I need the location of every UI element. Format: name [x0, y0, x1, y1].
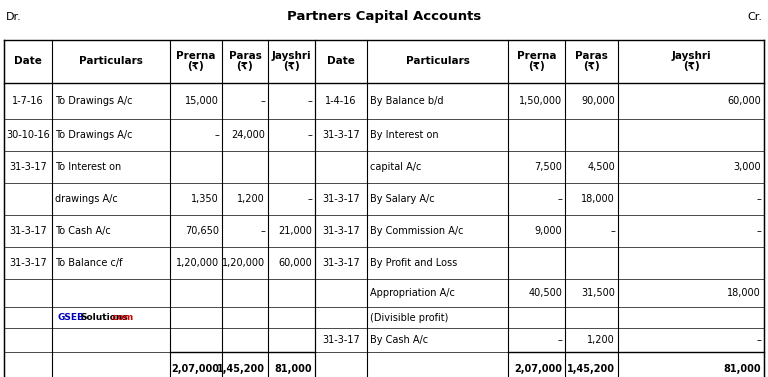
- Text: (₹): (₹): [187, 61, 204, 71]
- Text: To Drawings A/c: To Drawings A/c: [55, 96, 133, 106]
- Text: 7,500: 7,500: [534, 162, 562, 172]
- Text: 31-3-17: 31-3-17: [9, 258, 47, 268]
- Text: (₹): (₹): [283, 61, 300, 71]
- Text: –: –: [756, 335, 761, 345]
- Text: (₹): (₹): [237, 61, 253, 71]
- Text: To Cash A/c: To Cash A/c: [55, 226, 111, 236]
- Text: 31-3-17: 31-3-17: [322, 130, 360, 140]
- Text: Dr.: Dr.: [6, 12, 22, 22]
- Text: By Interest on: By Interest on: [370, 130, 439, 140]
- Text: By Cash A/c: By Cash A/c: [370, 335, 428, 345]
- Text: –: –: [307, 96, 312, 106]
- Text: Solutions: Solutions: [80, 313, 127, 322]
- Text: 2,07,000: 2,07,000: [514, 363, 562, 374]
- Text: 3,000: 3,000: [733, 162, 761, 172]
- Text: 1-7-16: 1-7-16: [12, 96, 44, 106]
- Text: –: –: [307, 194, 312, 204]
- Text: Appropriation A/c: Appropriation A/c: [370, 288, 455, 298]
- Text: (Divisible profit): (Divisible profit): [370, 313, 449, 323]
- Text: 18,000: 18,000: [727, 288, 761, 298]
- Text: 1,20,000: 1,20,000: [176, 258, 219, 268]
- Text: 70,650: 70,650: [185, 226, 219, 236]
- Text: 15,000: 15,000: [185, 96, 219, 106]
- Text: 24,000: 24,000: [231, 130, 265, 140]
- Text: By Profit and Loss: By Profit and Loss: [370, 258, 457, 268]
- Text: 1,45,200: 1,45,200: [567, 363, 615, 374]
- Text: –: –: [260, 96, 265, 106]
- Text: .com: .com: [109, 313, 134, 322]
- Text: By Salary A/c: By Salary A/c: [370, 194, 435, 204]
- Text: 4,500: 4,500: [588, 162, 615, 172]
- Text: (₹): (₹): [683, 61, 700, 71]
- Text: 1,50,000: 1,50,000: [519, 96, 562, 106]
- Text: Jayshri: Jayshri: [671, 51, 711, 61]
- Text: drawings A/c: drawings A/c: [55, 194, 118, 204]
- Text: 31-3-17: 31-3-17: [322, 258, 360, 268]
- Text: 31-3-17: 31-3-17: [9, 226, 47, 236]
- Text: –: –: [307, 130, 312, 140]
- Text: –: –: [557, 335, 562, 345]
- Text: (₹): (₹): [528, 61, 545, 71]
- Text: –: –: [756, 226, 761, 236]
- Text: 90,000: 90,000: [581, 96, 615, 106]
- Text: 31-3-17: 31-3-17: [322, 194, 360, 204]
- Text: 30-10-16: 30-10-16: [6, 130, 50, 140]
- Text: 31,500: 31,500: [581, 288, 615, 298]
- Text: 1,20,000: 1,20,000: [222, 258, 265, 268]
- Text: Date: Date: [14, 56, 42, 66]
- Text: Paras: Paras: [575, 51, 608, 61]
- Text: 60,000: 60,000: [278, 258, 312, 268]
- Text: Prerna: Prerna: [517, 51, 556, 61]
- Text: GSEB: GSEB: [58, 313, 85, 322]
- Text: 1,200: 1,200: [237, 194, 265, 204]
- Text: By Commission A/c: By Commission A/c: [370, 226, 464, 236]
- Text: 1-4-16: 1-4-16: [326, 96, 357, 106]
- Text: 40,500: 40,500: [528, 288, 562, 298]
- Text: 31-3-17: 31-3-17: [9, 162, 47, 172]
- Text: By Balance b/d: By Balance b/d: [370, 96, 443, 106]
- Text: 9,000: 9,000: [535, 226, 562, 236]
- Text: Paras: Paras: [229, 51, 261, 61]
- Text: 60,000: 60,000: [727, 96, 761, 106]
- Text: –: –: [610, 226, 615, 236]
- Text: 81,000: 81,000: [723, 363, 761, 374]
- Text: Particulars: Particulars: [406, 56, 469, 66]
- Text: 31-3-17: 31-3-17: [322, 335, 360, 345]
- Text: Jayshri: Jayshri: [272, 51, 311, 61]
- Text: Particulars: Particulars: [79, 56, 143, 66]
- Text: Partners Capital Accounts: Partners Capital Accounts: [287, 11, 481, 23]
- Text: Cr.: Cr.: [747, 12, 762, 22]
- Text: –: –: [756, 194, 761, 204]
- Text: –: –: [260, 226, 265, 236]
- Text: –: –: [214, 130, 219, 140]
- Text: 18,000: 18,000: [581, 194, 615, 204]
- Text: To Drawings A/c: To Drawings A/c: [55, 130, 133, 140]
- Text: 21,000: 21,000: [278, 226, 312, 236]
- Text: 2,07,000: 2,07,000: [171, 363, 219, 374]
- Text: capital A/c: capital A/c: [370, 162, 422, 172]
- Text: Date: Date: [327, 56, 355, 66]
- Text: Prerna: Prerna: [176, 51, 216, 61]
- Text: 31-3-17: 31-3-17: [322, 226, 360, 236]
- Text: 1,45,200: 1,45,200: [217, 363, 265, 374]
- Text: (₹): (₹): [583, 61, 600, 71]
- Text: 1,200: 1,200: [588, 335, 615, 345]
- Text: To Interest on: To Interest on: [55, 162, 121, 172]
- Text: 81,000: 81,000: [274, 363, 312, 374]
- Text: –: –: [557, 194, 562, 204]
- Text: 1,350: 1,350: [191, 194, 219, 204]
- Text: To Balance c/f: To Balance c/f: [55, 258, 123, 268]
